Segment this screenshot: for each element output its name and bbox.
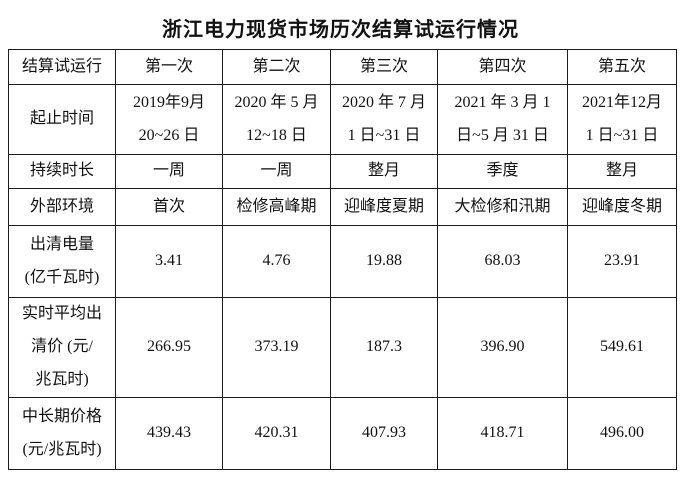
table-cell: 3.41 — [115, 225, 223, 298]
table-cell: 396.90 — [437, 297, 568, 398]
table-row-duration: 持续时长 一周 一周 整月 季度 整月 — [8, 154, 677, 189]
row-label: 外部环境 — [8, 188, 116, 226]
table-cell: 2021 年 3 月 1 日~5 月 31 日 — [437, 84, 568, 155]
table-cell: 一周 — [222, 154, 331, 189]
table-cell: 整月 — [330, 154, 438, 189]
row-label: 持续时长 — [8, 154, 116, 189]
table-cell: 19.88 — [330, 225, 438, 298]
table-cell: 2020 年 7 月 1 日~31 日 — [330, 84, 438, 155]
table-cell: 检修高峰期 — [222, 188, 331, 226]
table-cell: 迎峰度夏期 — [330, 188, 438, 226]
table-cell: 4.76 — [222, 225, 331, 298]
header-cell-run-1: 第一次 — [115, 49, 223, 85]
table-cell: 68.03 — [437, 225, 568, 298]
row-label: 中长期价格 (元/兆瓦时) — [8, 397, 116, 470]
row-label: 实时平均出 清价 (元/ 兆瓦时) — [8, 297, 116, 398]
table-cell: 2020 年 5 月 12~18 日 — [222, 84, 331, 155]
table-row-dates: 起止时间 2019年9月 20~26 日 2020 年 5 月 12~18 日 … — [8, 84, 677, 155]
table-cell: 187.3 — [330, 297, 438, 398]
table-row-midlongterm-price: 中长期价格 (元/兆瓦时) 439.43 420.31 407.93 418.7… — [8, 397, 677, 470]
header-cell-run-3: 第三次 — [330, 49, 438, 85]
table-cell: 2019年9月 20~26 日 — [115, 84, 223, 155]
table-cell: 一周 — [115, 154, 223, 189]
table-cell: 大检修和汛期 — [437, 188, 568, 226]
header-cell-run-2: 第二次 — [222, 49, 331, 85]
page-title: 浙江电力现货市场历次结算试运行情况 — [162, 19, 519, 41]
table-cell: 439.43 — [115, 397, 223, 470]
table-cell: 373.19 — [222, 297, 331, 398]
table-cell: 迎峰度冬期 — [567, 188, 677, 226]
table-cell: 首次 — [115, 188, 223, 226]
header-cell-label: 结算试运行 — [8, 49, 116, 85]
table-cell: 整月 — [567, 154, 677, 189]
row-label: 起止时间 — [8, 84, 116, 155]
table-row-cleared-volume: 出清电量 (亿千瓦时) 3.41 4.76 19.88 68.03 23.91 — [8, 225, 677, 298]
table-cell: 407.93 — [330, 397, 438, 470]
table-row-realtime-avg-price: 实时平均出 清价 (元/ 兆瓦时) 266.95 373.19 187.3 39… — [8, 297, 677, 398]
settlement-trials-table: 结算试运行 第一次 第二次 第三次 第四次 第五次 起止时间 2019年9月 2… — [8, 49, 677, 470]
row-label: 出清电量 (亿千瓦时) — [8, 225, 116, 298]
table-cell: 418.71 — [437, 397, 568, 470]
table-cell: 季度 — [437, 154, 568, 189]
table-cell: 266.95 — [115, 297, 223, 398]
table-cell: 2021年12月 1 日~31 日 — [567, 84, 677, 155]
table-cell: 496.00 — [567, 397, 677, 470]
table-cell: 23.91 — [567, 225, 677, 298]
header-cell-run-5: 第五次 — [567, 49, 677, 85]
header-cell-run-4: 第四次 — [437, 49, 568, 85]
table-row-environment: 外部环境 首次 检修高峰期 迎峰度夏期 大检修和汛期 迎峰度冬期 — [8, 188, 677, 226]
table-cell: 549.61 — [567, 297, 677, 398]
table-header-row: 结算试运行 第一次 第二次 第三次 第四次 第五次 — [8, 49, 677, 85]
table-cell: 420.31 — [222, 397, 331, 470]
